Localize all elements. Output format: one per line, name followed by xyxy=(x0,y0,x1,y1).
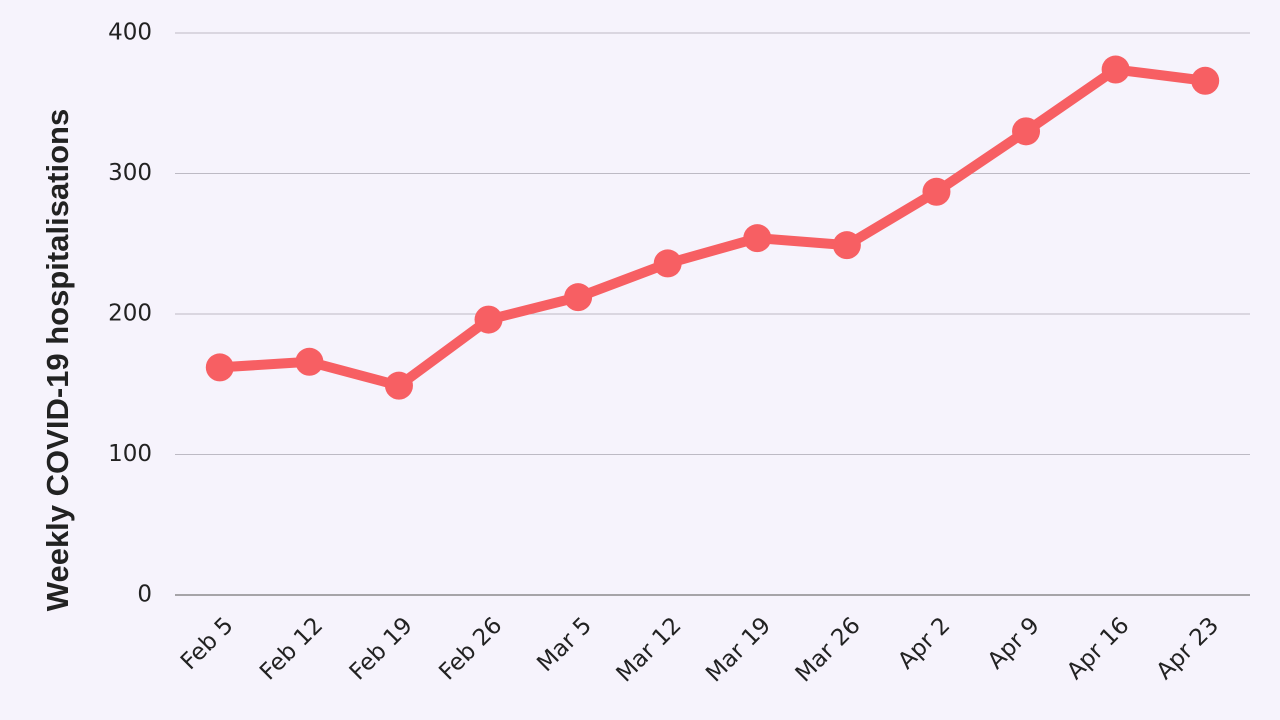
x-tick-label: Mar 19 xyxy=(701,612,776,687)
x-tick-label: Mar 5 xyxy=(532,612,597,677)
x-tick-label: Feb 12 xyxy=(255,612,328,685)
marker xyxy=(743,224,772,253)
marker xyxy=(384,371,413,400)
marker xyxy=(205,353,234,382)
x-tick-label: Feb 5 xyxy=(176,612,239,675)
y-axis-label: Weekly COVID-19 hospitalisations xyxy=(40,109,75,611)
x-tick-label: Apr 9 xyxy=(983,612,1045,674)
x-tick-label: Feb 26 xyxy=(434,612,507,685)
x-tick-label: Mar 26 xyxy=(791,612,866,687)
x-tick-label: Apr 2 xyxy=(893,612,955,674)
marker xyxy=(1012,117,1041,146)
x-tick-label: Feb 19 xyxy=(345,612,418,685)
marker xyxy=(832,231,861,260)
marker xyxy=(653,249,682,278)
y-tick-label: 100 xyxy=(108,441,152,467)
marker xyxy=(1101,55,1130,84)
y-tick-label: 0 xyxy=(137,582,152,608)
y-tick-label: 400 xyxy=(108,20,152,46)
marker xyxy=(474,305,503,334)
y-tick-label: 200 xyxy=(108,301,152,327)
marker xyxy=(295,347,324,376)
x-tick-label: Apr 16 xyxy=(1062,612,1134,684)
marker xyxy=(922,177,951,206)
line xyxy=(219,64,1206,391)
x-tick-label: Mar 12 xyxy=(612,612,687,687)
x-tick-label: Apr 23 xyxy=(1152,612,1224,684)
y-tick-label: 300 xyxy=(108,160,152,186)
marker xyxy=(564,283,593,312)
marker xyxy=(1191,66,1220,95)
